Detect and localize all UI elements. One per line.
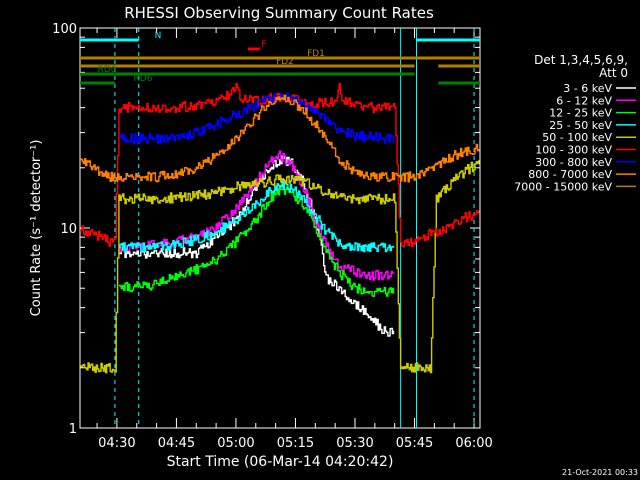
series-line (118, 150, 395, 281)
y-axis: 1 10 100 (52, 22, 480, 437)
legend-label: 25 - 50 keV (549, 119, 612, 132)
vertical-markers (114, 28, 475, 428)
legend-label: 100 - 300 keV (535, 144, 612, 157)
plot-area (79, 27, 481, 429)
x-tick-label: 05:15 (277, 436, 314, 451)
x-tick-label: 05:45 (396, 436, 433, 451)
legend-label: 3 - 6 keV (563, 82, 612, 95)
x-tick-label: 05:30 (336, 436, 373, 451)
attenuator-label: FD1 (307, 49, 325, 59)
y-tick-label: 1 (69, 422, 77, 437)
attenuator-label: FD2 (276, 57, 294, 67)
attenuator-label: F (261, 40, 266, 50)
attenuator-bars: N F FD1 FD2 RD0 RD6 (80, 31, 480, 85)
legend-label: 6 - 12 keV (556, 94, 612, 107)
footer-date: 21-Oct-2021 00:33 (562, 468, 638, 477)
x-tick-label: 04:45 (158, 436, 195, 451)
attenuator-label: RD0 (98, 65, 117, 75)
y-tick-label: 10 (60, 222, 77, 237)
attenuator-label: RD6 (134, 74, 153, 84)
legend-sub: Att 0 (599, 66, 628, 80)
series-line (80, 83, 480, 248)
legend-label: 7000 - 15000 keV (514, 180, 612, 193)
y-axis-label: Count Rate (s⁻¹ detector⁻¹) (29, 140, 44, 317)
attenuator-label: N (155, 31, 162, 41)
series-line (118, 92, 395, 145)
y-tick-label: 100 (52, 22, 77, 37)
series-group (80, 83, 480, 374)
x-axis-label: Start Time (06-Mar-14 04:20:42) (167, 454, 394, 470)
legend-label: 12 - 25 keV (549, 107, 612, 120)
series-line (80, 94, 480, 183)
chart-title: RHESSI Observing Summary Count Rates (124, 4, 434, 22)
x-tick-label: 05:00 (217, 436, 254, 451)
plot-frame (79, 27, 481, 429)
x-tick-label: 04:30 (98, 436, 135, 451)
series-line (118, 180, 395, 253)
legend-label: 50 - 100 keV (542, 131, 612, 144)
legend-label: 300 - 800 keV (535, 156, 612, 169)
x-axis: 04:30 04:45 05:00 05:15 05:30 05:45 06:00 (96, 28, 493, 451)
legend-header: Det 1,3,4,5,6,9, (534, 53, 628, 67)
legend-label: 800 - 7000 keV (528, 168, 612, 181)
series-line (80, 160, 480, 374)
x-tick-label: 06:00 (455, 436, 492, 451)
series-line (118, 184, 395, 297)
